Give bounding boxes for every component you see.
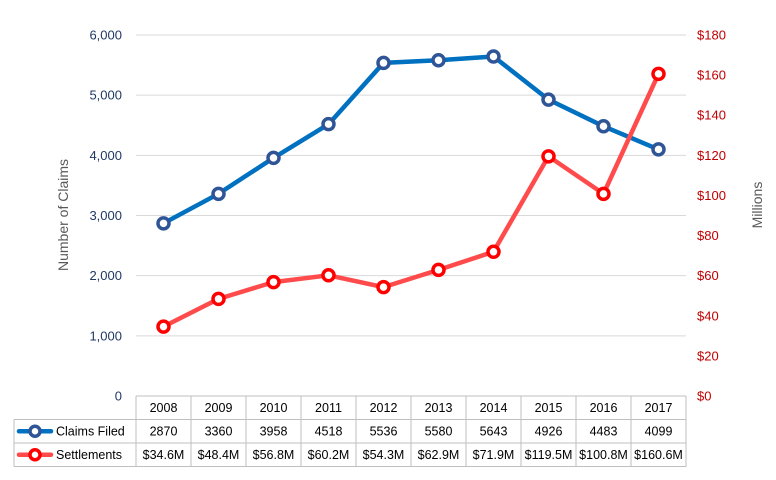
data-point (651, 142, 666, 157)
series (156, 49, 666, 334)
right-tick-label: $0 (697, 389, 711, 404)
x-category-label: 2014 (480, 401, 508, 415)
data-point (431, 53, 446, 68)
data-point (211, 291, 226, 307)
series-line (161, 54, 661, 226)
gridlines (136, 34, 686, 337)
series-claims-filed (156, 49, 666, 231)
data-point (266, 150, 281, 166)
right-tick-label: $160 (697, 68, 726, 83)
data-label: $34.6M (143, 448, 185, 462)
left-tick-label: 2,000 (89, 268, 122, 283)
right-tick-label: $80 (697, 228, 719, 243)
data-label: 3958 (260, 425, 288, 439)
right-axis-title: Millions (749, 182, 765, 229)
x-category-label: 2013 (425, 401, 453, 415)
right-tick-label: $60 (697, 268, 719, 283)
left-tick-label: 3,000 (89, 208, 122, 223)
legend-marker (28, 424, 42, 438)
data-point (541, 149, 556, 164)
data-point (376, 279, 391, 295)
series-line (161, 71, 661, 329)
data-point (266, 274, 281, 290)
data-label: 4099 (645, 425, 673, 439)
data-label: $60.2M (308, 448, 350, 462)
data-point (596, 186, 611, 202)
data-label: $119.5M (525, 448, 573, 462)
data-label: $160.6M (634, 448, 683, 462)
data-label: $62.9M (418, 448, 460, 462)
right-tick-label: $120 (697, 148, 726, 163)
data-point (321, 116, 336, 132)
x-category-label: 2016 (590, 401, 618, 415)
data-point (431, 262, 446, 278)
x-category-label: 2012 (370, 401, 398, 415)
data-label: 5643 (480, 425, 508, 439)
right-tick-label: $180 (697, 28, 726, 43)
legend-marker (28, 448, 42, 462)
data-label: 2870 (150, 425, 178, 439)
data-point (596, 119, 611, 134)
data-label: $48.4M (198, 448, 240, 462)
data-label: $56.8M (253, 448, 295, 462)
data-point (486, 244, 501, 260)
left-axis-title: Number of Claims (55, 159, 71, 271)
left-tick-label: 4,000 (89, 148, 122, 163)
legend-label: Settlements (56, 448, 122, 462)
right-tick-label: $140 (697, 108, 726, 123)
data-label: 4926 (535, 425, 563, 439)
data-label: 5580 (425, 425, 453, 439)
left-axis-ticks: 0 1,000 2,000 3,000 4,000 5,000 6,000 (89, 28, 122, 404)
data-point (541, 92, 556, 107)
x-category-label: 2010 (260, 401, 288, 415)
x-category-label: 2017 (645, 401, 673, 415)
data-point (321, 268, 336, 283)
left-tick-label: 5,000 (89, 88, 122, 103)
data-point (156, 319, 171, 334)
data-point (651, 66, 666, 82)
right-tick-label: $100 (697, 188, 726, 203)
x-category-label: 2008 (150, 401, 178, 415)
data-label: 4518 (315, 425, 343, 439)
left-tick-label: 1,000 (89, 328, 122, 343)
right-tick-label: $40 (697, 308, 719, 323)
data-label: 4483 (590, 425, 618, 439)
data-label: $54.3M (363, 448, 405, 462)
left-tick-label: 0 (115, 389, 122, 404)
data-point (376, 55, 391, 71)
data-label: 5536 (370, 425, 398, 439)
x-category-label: 2009 (205, 401, 233, 415)
series-settlements (156, 66, 666, 334)
x-category-label: 2011 (315, 401, 342, 415)
data-point (156, 216, 171, 231)
legend-label: Claims Filed (56, 425, 125, 439)
data-table: 2008 2009 2010 2011 2012 2013 2014 2015 2016 2017… (13, 395, 687, 467)
data-label: $100.8M (579, 448, 628, 462)
right-axis-ticks: $0 $20 $40 $60 $80 $100 $120 $140 $160 $180 (697, 28, 726, 404)
data-label: 3360 (205, 425, 233, 439)
data-point (486, 49, 501, 64)
data-point (211, 186, 226, 202)
right-tick-label: $20 (697, 348, 719, 363)
x-category-label: 2015 (535, 401, 563, 415)
data-label: $71.9M (473, 448, 515, 462)
left-tick-label: 6,000 (89, 28, 122, 43)
